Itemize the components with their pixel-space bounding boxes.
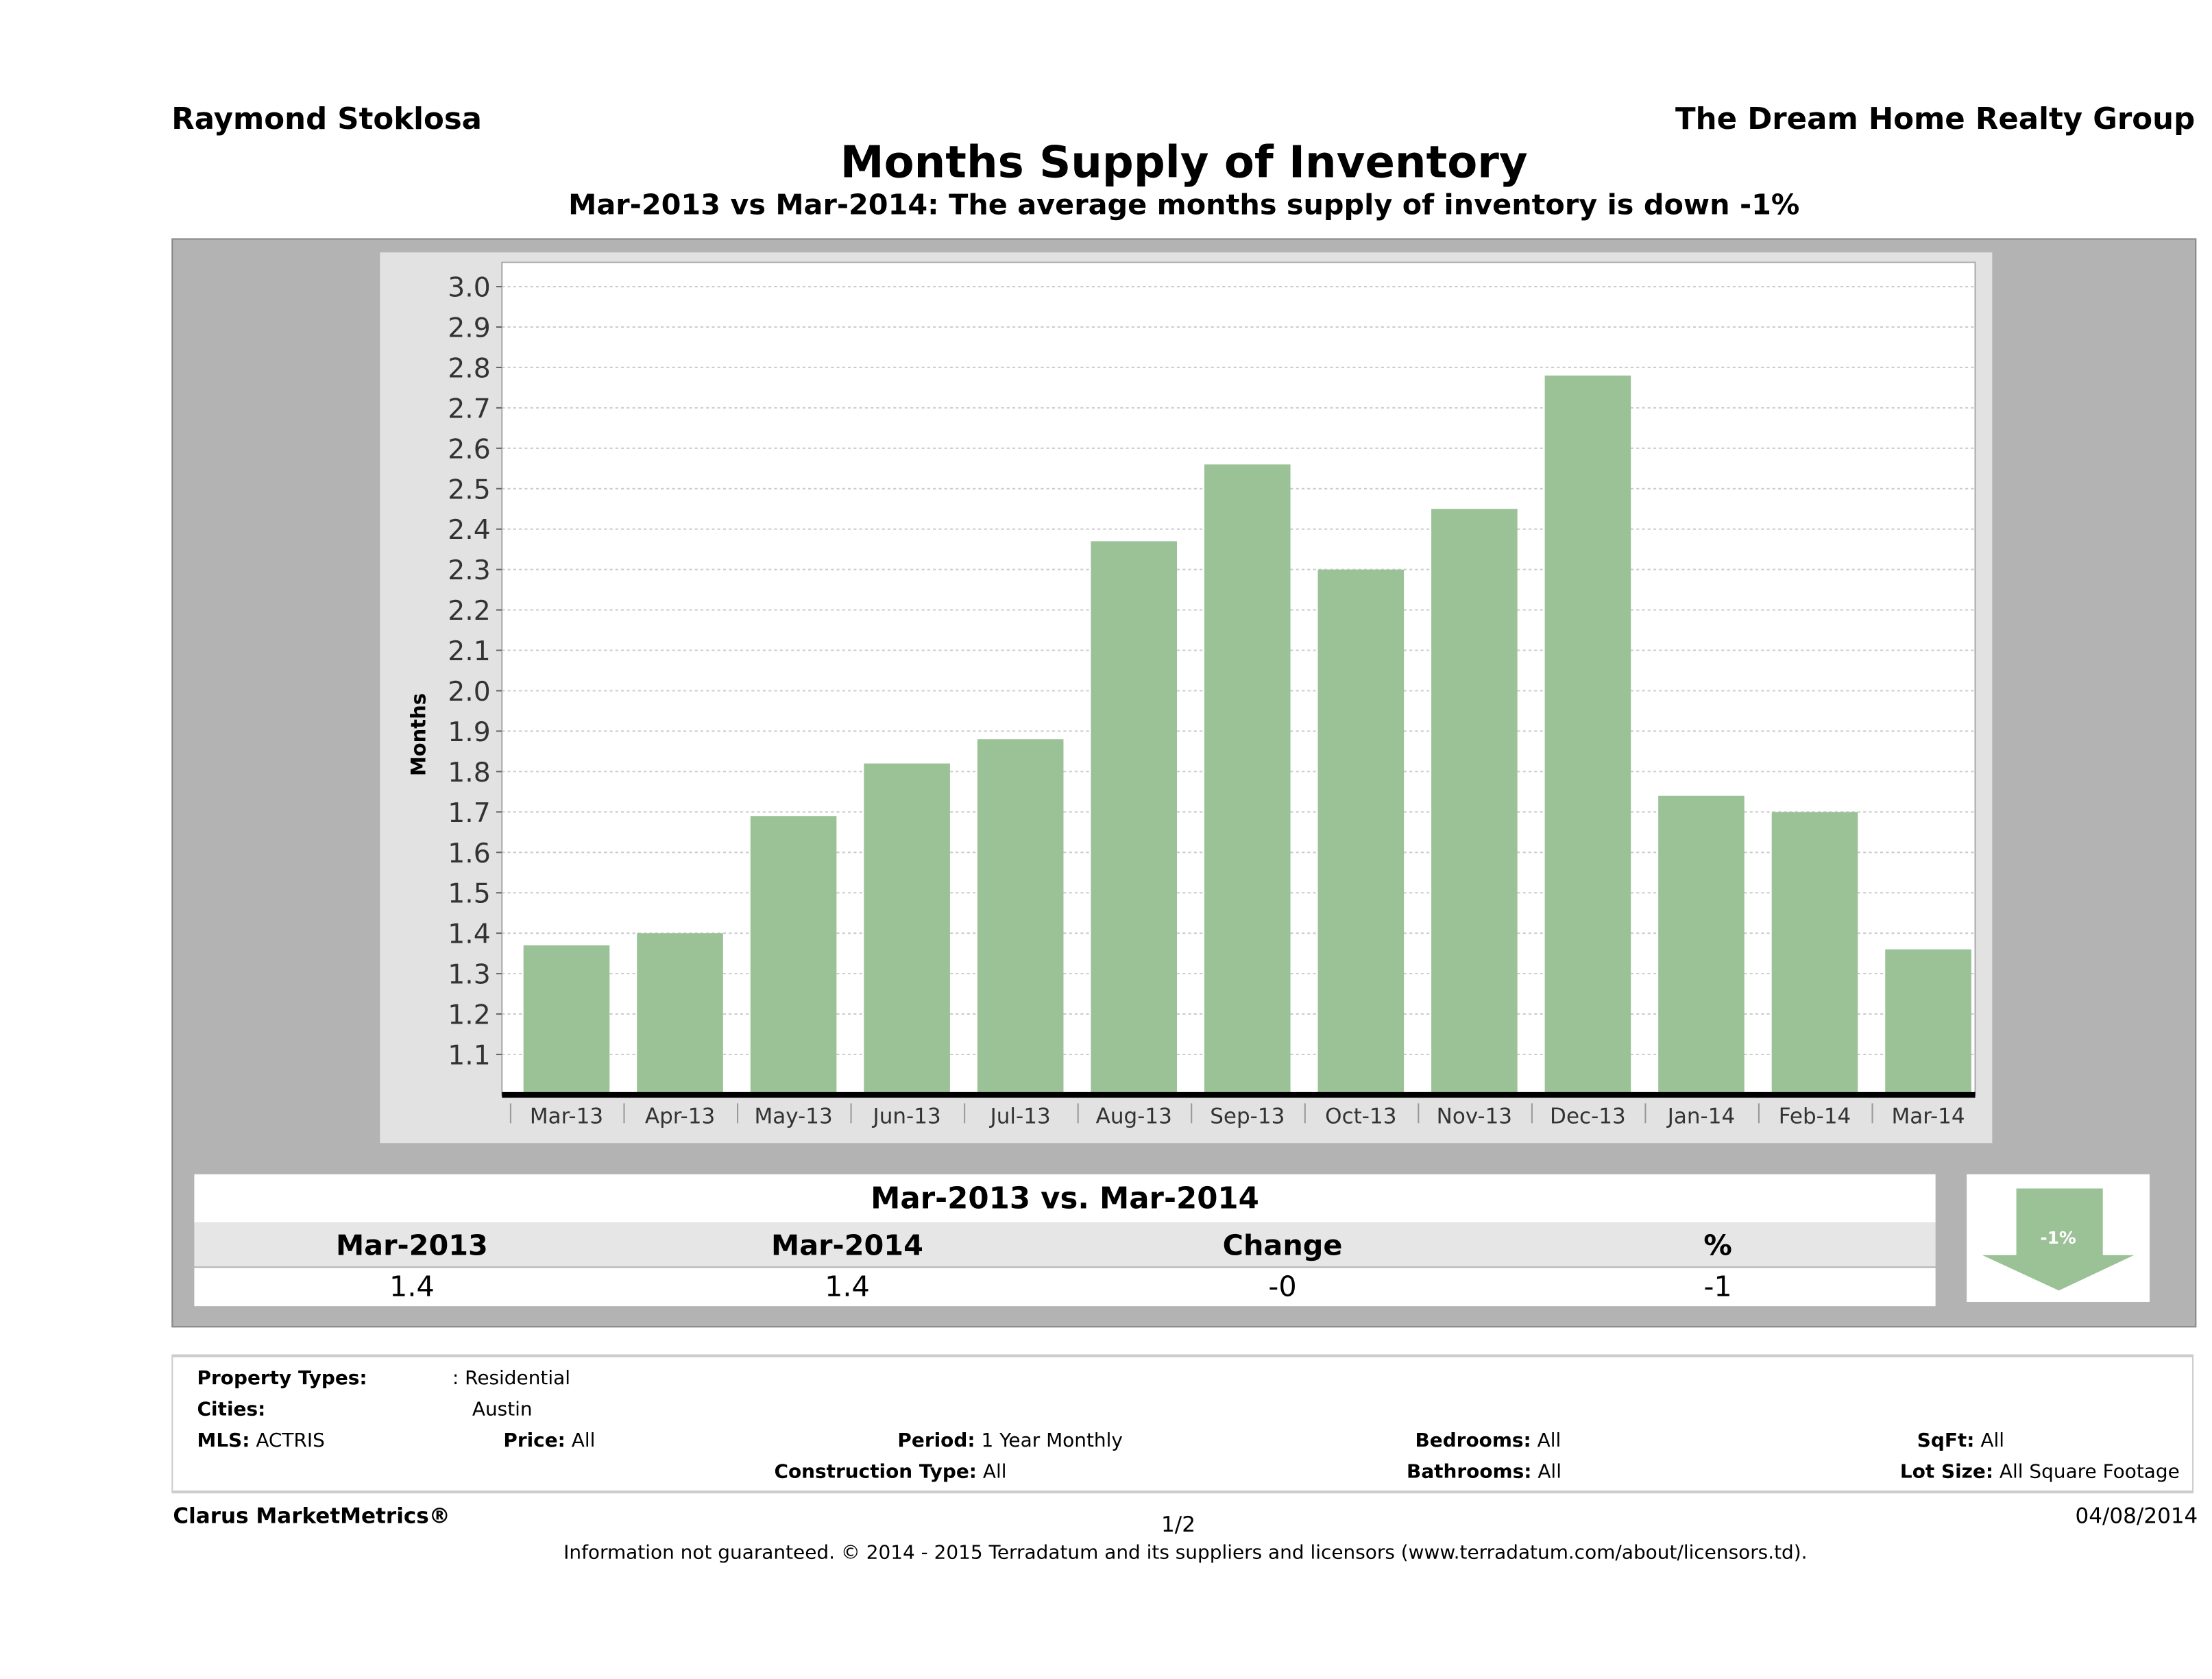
- bar-nov-13: [1431, 509, 1518, 1095]
- x-tick-label: Mar-13: [530, 1104, 603, 1128]
- brand-name: Clarus MarketMetrics®: [173, 1503, 450, 1529]
- filter-value: All: [1980, 1429, 2004, 1453]
- filter-value: All: [1538, 1460, 1561, 1484]
- filter-label: Period:: [897, 1429, 975, 1453]
- y-tick-label: 1.2: [448, 1000, 491, 1031]
- y-tick-label: 2.8: [448, 353, 491, 384]
- y-tick-label: 2.7: [448, 394, 491, 424]
- x-tick-label: Jul-13: [989, 1104, 1051, 1128]
- filter-label: SqFt:: [1917, 1429, 1975, 1453]
- x-tick-label: Oct-13: [1325, 1104, 1396, 1128]
- change-badge: -1%: [2040, 1228, 2076, 1248]
- y-tick-label: 1.8: [448, 758, 491, 788]
- filter-value: All Square Footage: [1999, 1460, 2180, 1484]
- company-name: The Dream Home Realty Group: [1675, 101, 2196, 136]
- x-tick-label: Jun-13: [872, 1104, 941, 1128]
- filters-panel: Property Types: : Residential Cities: Au…: [171, 1354, 2194, 1494]
- filter-value: : Residential: [452, 1367, 570, 1390]
- filter-value: All: [571, 1429, 596, 1453]
- summary-value: -1: [1703, 1269, 1732, 1304]
- y-tick-label: 1.5: [448, 879, 491, 910]
- bar-sep-13: [1204, 464, 1291, 1095]
- bar-jul-13: [977, 739, 1064, 1095]
- x-tick-label: Sep-13: [1210, 1104, 1285, 1128]
- filter-value: All: [1537, 1429, 1561, 1453]
- filter-label: Bathrooms:: [1407, 1460, 1532, 1484]
- filter-label: MLS:: [197, 1429, 250, 1453]
- down-arrow-icon: [1982, 1188, 2135, 1291]
- y-tick-label: 2.1: [448, 636, 491, 667]
- filter-label: Cities:: [197, 1398, 266, 1421]
- y-axis-label: Months: [407, 693, 430, 776]
- summary-header: Change: [1222, 1228, 1343, 1263]
- y-tick-label: 1.6: [448, 838, 491, 869]
- filter-label: Bedrooms:: [1415, 1429, 1531, 1453]
- y-tick-label: 2.6: [448, 434, 491, 465]
- bar-jun-13: [864, 763, 950, 1095]
- summary-title-row: Mar-2013 vs. Mar-2014: [194, 1174, 1936, 1223]
- summary-header: Mar-2014: [771, 1228, 923, 1263]
- x-tick-label: Aug-13: [1096, 1104, 1172, 1128]
- bar-aug-13: [1091, 541, 1178, 1095]
- y-tick-label: 2.0: [448, 677, 491, 708]
- filter-value: ACTRIS: [256, 1429, 325, 1453]
- bar-feb-14: [1771, 812, 1858, 1095]
- y-tick-label: 1.3: [448, 960, 491, 991]
- bar-apr-13: [637, 933, 723, 1095]
- y-tick-label: 1.9: [448, 717, 491, 748]
- x-tick-label: Jan-14: [1666, 1104, 1735, 1128]
- bar-mar-13: [523, 945, 610, 1095]
- filter-label: Lot Size:: [1899, 1460, 1994, 1484]
- y-tick-label: 2.5: [448, 474, 491, 505]
- filter-label: Price:: [503, 1429, 566, 1453]
- bar-jan-14: [1658, 795, 1745, 1095]
- change-indicator: -1%: [1967, 1174, 2150, 1302]
- disclaimer: Information not guaranteed. © 2014 - 201…: [563, 1541, 1808, 1565]
- report-date: 04/08/2014: [2075, 1503, 2198, 1529]
- filter-label: Property Types:: [197, 1367, 367, 1390]
- y-tick-label: 2.3: [448, 555, 491, 586]
- summary-header-row: Mar-2013 Mar-2014 Change %: [194, 1222, 1936, 1267]
- page-title: Months Supply of Inventory: [840, 137, 1528, 189]
- y-tick-label: 1.7: [448, 798, 491, 829]
- x-tick-label: May-13: [754, 1104, 832, 1128]
- filter-label: Construction Type:: [774, 1460, 977, 1484]
- agent-name: Raymond Stoklosa: [171, 101, 483, 136]
- bar-oct-13: [1317, 569, 1405, 1095]
- summary-header: %: [1703, 1228, 1732, 1263]
- summary-title: Mar-2013 vs. Mar-2014: [871, 1181, 1259, 1216]
- summary-header: Mar-2013: [335, 1228, 488, 1263]
- y-tick-label: 3.0: [448, 273, 491, 304]
- y-tick-label: 2.2: [448, 596, 491, 627]
- summary-value: -0: [1268, 1269, 1297, 1304]
- summary-value: 1.4: [389, 1269, 435, 1304]
- x-tick-label: Feb-14: [1779, 1104, 1851, 1128]
- bar-dec-13: [1544, 375, 1631, 1095]
- x-tick-label: Apr-13: [645, 1104, 715, 1128]
- y-tick-label: 1.1: [448, 1040, 491, 1071]
- page-number: 1/2: [1161, 1512, 1195, 1538]
- x-tick-label: Dec-13: [1550, 1104, 1626, 1128]
- bar-mar-14: [1885, 949, 1971, 1095]
- x-tick-label: Mar-14: [1891, 1104, 1965, 1128]
- y-tick-label: 2.9: [448, 313, 491, 343]
- summary-value-row: 1.4 1.4 -0 -1: [194, 1268, 1936, 1307]
- summary-value: 1.4: [825, 1269, 870, 1304]
- y-tick-label: 1.4: [448, 919, 491, 950]
- filter-value: 1 Year Monthly: [981, 1429, 1123, 1453]
- x-tick-label: Nov-13: [1437, 1104, 1512, 1128]
- bar-may-13: [750, 816, 837, 1095]
- y-tick-label: 2.4: [448, 515, 491, 546]
- bar-chart: 1.1 1.2 1.3 1.4 1.5 1.6 1.7 1.8 1.9 2.0 2.1 2.2 2.3 2…: [407, 261, 1976, 1128]
- filter-value: All: [982, 1460, 1007, 1484]
- page-subtitle: Mar-2013 vs Mar-2014: The average months…: [568, 187, 1800, 221]
- filter-value: Austin: [472, 1398, 533, 1421]
